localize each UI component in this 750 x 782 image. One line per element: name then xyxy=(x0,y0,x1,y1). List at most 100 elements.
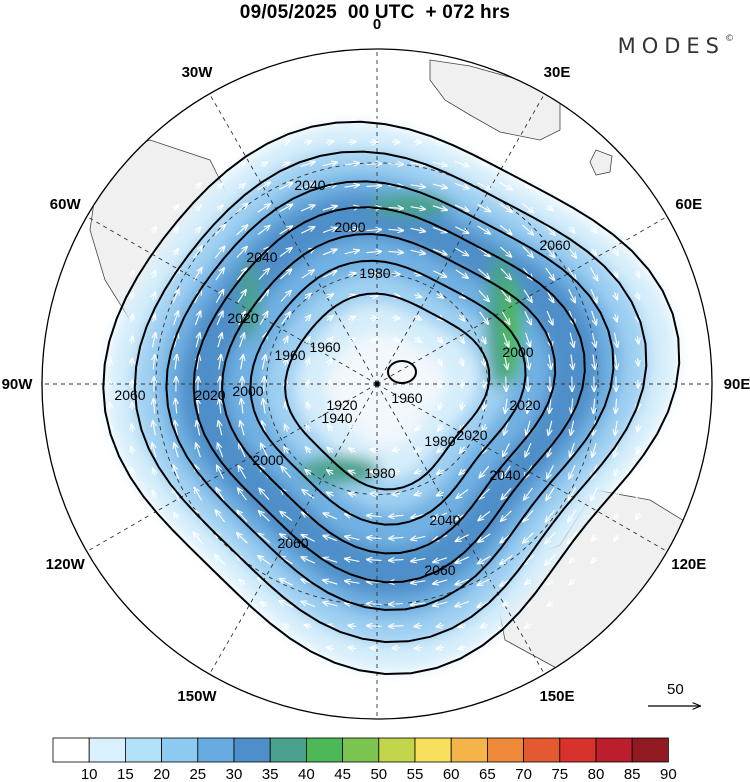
wind-vector xyxy=(454,182,469,188)
wind-vector xyxy=(306,424,310,432)
wind-vector xyxy=(461,401,463,410)
wind-vector xyxy=(238,184,246,189)
contour-line xyxy=(102,120,681,676)
wind-vector xyxy=(504,354,507,370)
wind-vector xyxy=(262,355,265,370)
colorbar-swatch xyxy=(233,737,271,763)
wind-vector xyxy=(455,247,468,255)
wind-vector xyxy=(152,227,157,234)
contour-label: 1960 xyxy=(391,390,422,406)
wind-vector xyxy=(307,358,310,366)
wind-vector xyxy=(285,402,286,411)
wind-vector xyxy=(131,336,132,345)
wind-vector xyxy=(523,532,534,543)
wind-vector xyxy=(547,602,554,607)
wind-vector xyxy=(592,226,597,233)
wind-vector xyxy=(569,464,576,479)
wind-vector xyxy=(237,533,248,544)
wind-vector xyxy=(501,510,512,521)
wind-vector xyxy=(526,420,531,435)
wind-vector xyxy=(347,120,356,121)
wind-vector xyxy=(411,559,426,562)
wind-vector xyxy=(279,269,291,280)
wind-vector xyxy=(614,248,618,256)
wind-vector xyxy=(279,579,293,586)
wind-vector xyxy=(325,141,334,143)
wind-vector xyxy=(348,338,356,343)
wind-vector xyxy=(440,379,441,388)
colorbar-label: 70 xyxy=(515,766,532,782)
map-title: 09/05/2025 00 UTC + 072 hrs xyxy=(239,2,511,23)
wind-vector xyxy=(521,202,534,212)
wind-vector xyxy=(175,399,176,414)
wind-vector xyxy=(547,579,554,584)
wind-vector xyxy=(285,358,287,367)
wind-vector xyxy=(131,468,134,476)
wind-vector xyxy=(216,183,223,188)
wind-vector xyxy=(437,336,442,343)
wind-vector xyxy=(132,358,133,367)
wind-vector xyxy=(344,163,360,165)
wind-vector xyxy=(435,119,444,121)
wind-vector xyxy=(217,205,223,210)
wind-vector xyxy=(327,470,334,474)
wind-vector xyxy=(389,604,404,605)
wind-vector xyxy=(259,511,270,522)
wind-vector xyxy=(637,445,639,454)
wind-vector xyxy=(414,295,422,298)
wind-vector xyxy=(130,512,134,520)
wind-vector xyxy=(524,140,532,144)
wind-vector xyxy=(366,229,382,230)
wind-vector xyxy=(500,555,513,565)
wind-vector xyxy=(389,560,404,561)
jet-core xyxy=(502,278,522,382)
wind-vector xyxy=(196,443,201,458)
wind-vector xyxy=(110,358,111,367)
longitude-label: 120W xyxy=(46,556,86,573)
wind-vector xyxy=(503,602,510,606)
wind-vector xyxy=(305,447,310,454)
longitude-label: 0 xyxy=(373,16,381,33)
wind-vector xyxy=(454,204,469,211)
wind-vector xyxy=(505,398,507,414)
wind-vector xyxy=(501,487,512,499)
wind-vector xyxy=(327,337,332,344)
wind-vector xyxy=(347,141,356,142)
contour-label: 2020 xyxy=(509,397,540,413)
wind-vector xyxy=(370,471,379,472)
wind-vector xyxy=(367,515,382,516)
land-africa xyxy=(429,59,561,141)
wind-vector xyxy=(413,141,422,142)
wind-vector xyxy=(215,289,223,303)
wind-vector xyxy=(284,447,288,454)
wind-vector xyxy=(567,531,578,544)
wind-vector xyxy=(568,487,577,500)
wind-vector xyxy=(217,443,224,458)
wind-vector xyxy=(567,267,576,281)
wind-vector xyxy=(391,317,400,318)
contour-line xyxy=(249,259,527,526)
wind-vector xyxy=(344,185,360,187)
wind-vector xyxy=(569,183,575,188)
wind-vector xyxy=(301,557,316,564)
wind-vector xyxy=(367,560,382,561)
wind-vector xyxy=(258,533,271,544)
wind-vector xyxy=(217,579,224,584)
wind-vector xyxy=(301,270,314,279)
jet-core xyxy=(300,456,380,484)
contour-line xyxy=(387,360,417,384)
wind-vector xyxy=(414,493,422,495)
contour-label: 1980 xyxy=(359,265,390,281)
wind-vector xyxy=(477,203,490,211)
wind-vector xyxy=(432,227,447,233)
wind-vector xyxy=(348,273,356,275)
wind-vector xyxy=(433,557,448,563)
colorbar-label: 45 xyxy=(334,766,351,782)
wind-vector xyxy=(480,647,488,650)
wind-vector xyxy=(323,271,337,278)
longitude-label: 150W xyxy=(177,688,217,705)
wind-vector xyxy=(153,355,155,370)
wind-vector xyxy=(329,402,331,410)
colorbar-label: 60 xyxy=(443,766,460,782)
wind-vector xyxy=(636,512,640,519)
